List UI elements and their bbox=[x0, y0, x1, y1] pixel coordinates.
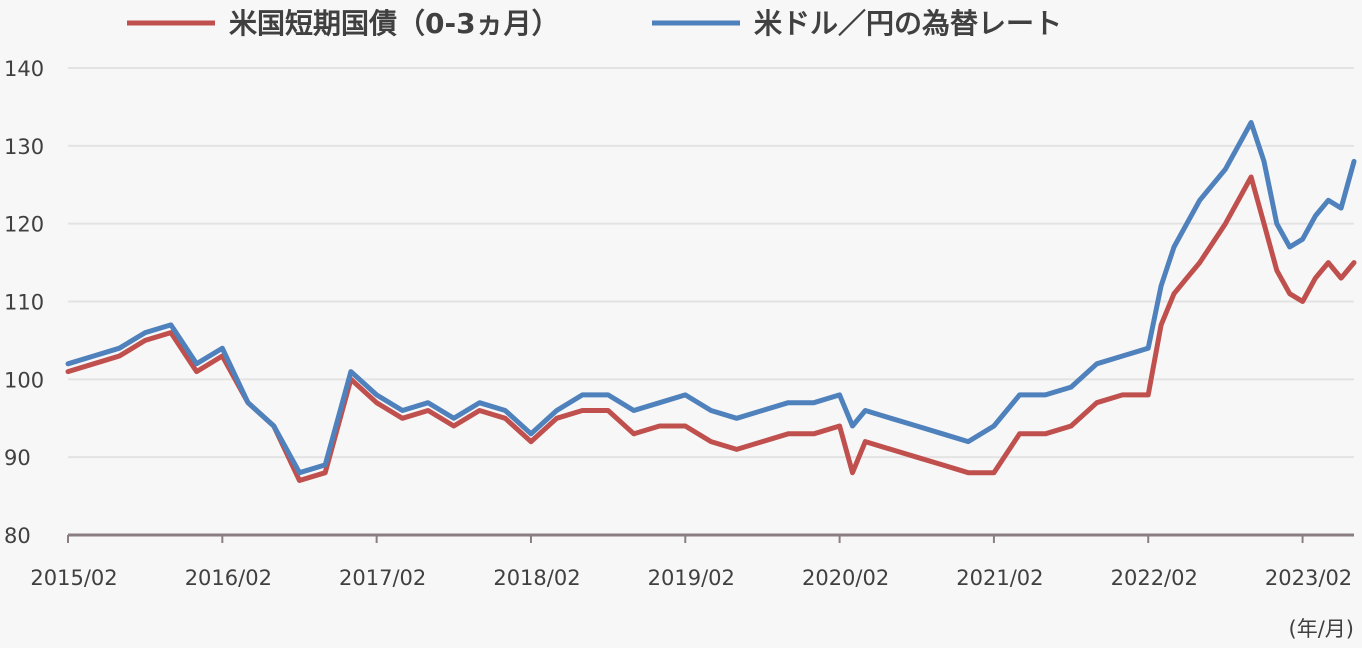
x-axis: 2015/02 2016/02 2017/02 2018/02 2019/02 2020/… bbox=[30, 533, 1354, 590]
legend-label-usdjpy: 米ドル／円の為替レート bbox=[754, 7, 1062, 40]
x-tick-label: 2022/02 bbox=[1111, 566, 1198, 590]
series-line-usdjpy bbox=[65, 120, 1357, 476]
y-tick-label: 110 bbox=[4, 291, 44, 315]
x-tick-label: 2021/02 bbox=[956, 566, 1043, 590]
legend: 米国短期国債（0-3ヵ月） 米ドル／円の為替レート bbox=[127, 7, 1062, 40]
x-tick-label: 2016/02 bbox=[185, 566, 272, 590]
x-tick-label: 2020/02 bbox=[802, 566, 889, 590]
x-tick-label: 2019/02 bbox=[648, 566, 735, 590]
series-layer bbox=[65, 120, 1357, 483]
legend-label-treasury: 米国短期国債（0-3ヵ月） bbox=[229, 7, 560, 40]
gridlines bbox=[68, 67, 1354, 459]
x-tick-label: 2018/02 bbox=[493, 566, 580, 590]
y-tick-label: 120 bbox=[4, 213, 44, 237]
x-axis-unit-label: (年/月) bbox=[1289, 617, 1354, 641]
y-tick-label: 90 bbox=[4, 446, 31, 470]
series-line-treasury bbox=[65, 174, 1357, 483]
y-tick-label: 130 bbox=[4, 135, 44, 159]
x-tick-label: 2017/02 bbox=[339, 566, 426, 590]
y-tick-label: 80 bbox=[4, 524, 31, 548]
x-tick-label: 2023/02 bbox=[1265, 566, 1352, 590]
y-tick-label: 140 bbox=[4, 57, 44, 81]
x-tick-label: 2015/02 bbox=[30, 566, 117, 590]
y-axis-ticks: 80 90 100 110 120 130 140 bbox=[4, 57, 44, 548]
y-tick-label: 100 bbox=[4, 368, 44, 392]
